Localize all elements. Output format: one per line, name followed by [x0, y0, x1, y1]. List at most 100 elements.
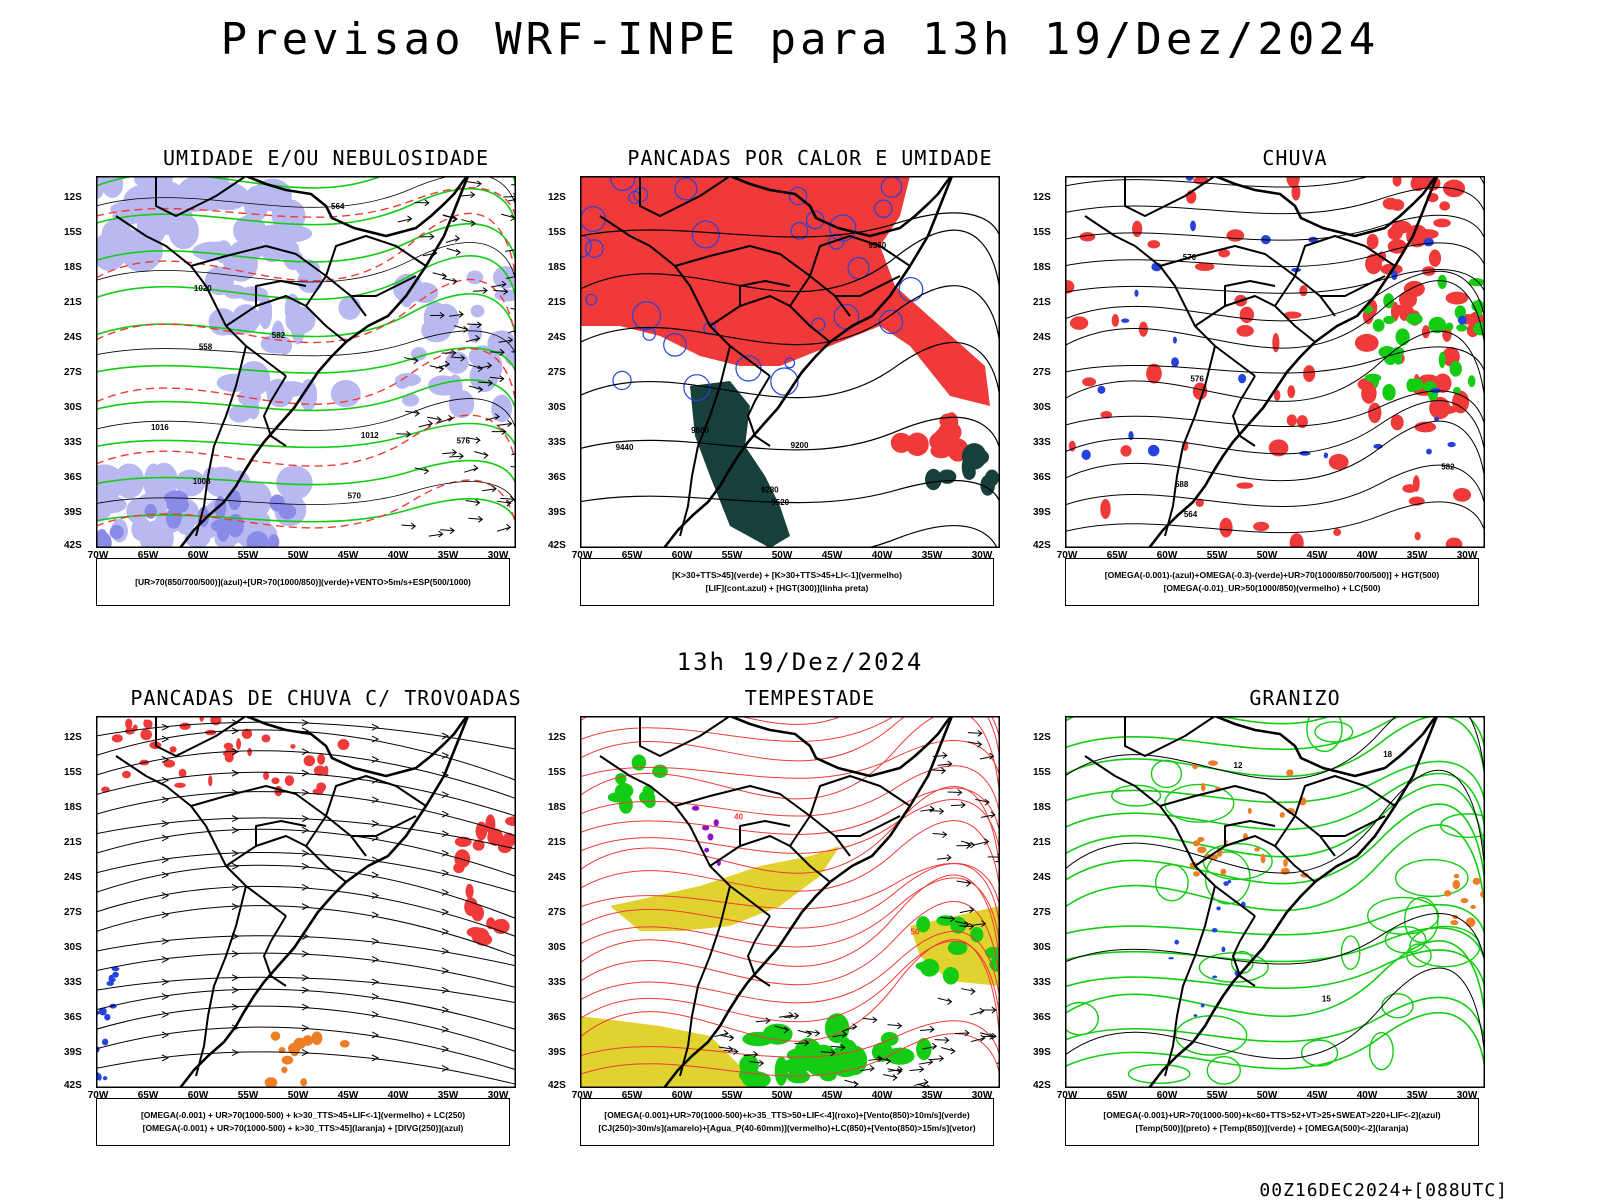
contour-label: 570	[348, 491, 362, 500]
latitude-label: 18S	[548, 802, 566, 813]
latitude-label: 33S	[64, 977, 82, 988]
latitude-label: 33S	[548, 437, 566, 448]
map-canvas: 40 50	[580, 716, 1000, 1088]
latitude-label: 15S	[64, 767, 82, 778]
contour-label: 40	[734, 812, 743, 821]
latitude-label: 15S	[1033, 767, 1051, 778]
latitude-label: 24S	[1033, 872, 1051, 883]
latitude-label: 33S	[1033, 977, 1051, 988]
latitude-label: 24S	[548, 332, 566, 343]
latitude-label: 12S	[1033, 732, 1051, 743]
map-canvas	[96, 716, 516, 1088]
latitude-label: 39S	[548, 1047, 566, 1058]
latitude-label: 15S	[548, 227, 566, 238]
latitude-label: 15S	[64, 227, 82, 238]
latitude-label: 27S	[1033, 907, 1051, 918]
panel-tempestade: TEMPESTADE 40 50 12S 15S 18S 21S 24S 27S 30S 33S 36…	[552, 686, 1052, 1146]
contour-label: 9360	[868, 241, 886, 250]
latitude-label: 42S	[1033, 1080, 1051, 1091]
latitude-label: 30S	[548, 942, 566, 953]
legend-line: [OMEGA(-0.001)+UR>70(1000-500)+k>35_TTS>…	[604, 1109, 969, 1122]
legend-line: [Temp(500)](preto) + [Temp(850)](verde) …	[1136, 1122, 1409, 1135]
latitude-label: 18S	[64, 262, 82, 273]
latitude-label: 27S	[64, 907, 82, 918]
latitude-label: 30S	[1033, 402, 1051, 413]
latitude-label: 15S	[1033, 227, 1051, 238]
contour-label: 564	[1184, 510, 1198, 519]
panel-title: TEMPESTADE	[580, 686, 1040, 710]
latitude-label: 21S	[1033, 837, 1051, 848]
latitude-label: 30S	[548, 402, 566, 413]
contour-label: 12	[1234, 761, 1243, 770]
panel-title: UMIDADE E/OU NEBULOSIDADE	[96, 146, 556, 170]
legend-line: [K>30+TTS>45](verde) + [K>30+TTS>45+LI<-…	[672, 569, 902, 582]
contour-label: 588	[1175, 480, 1189, 489]
latitude-label: 21S	[64, 837, 82, 848]
contour-label: 9520	[771, 498, 789, 507]
legend-line: [LIF](cont.azul) + [HGT(300)](linha pret…	[706, 582, 869, 595]
legend-line: [OMEGA(-0.01)_UR>50(1000/850)(vermelho) …	[1164, 582, 1381, 595]
latitude-label: 27S	[1033, 367, 1051, 378]
latitude-label: 27S	[548, 907, 566, 918]
contour-label: 50	[910, 927, 919, 936]
latitude-label: 39S	[1033, 1047, 1051, 1058]
latitude-label: 21S	[64, 297, 82, 308]
latitude-label: 21S	[548, 297, 566, 308]
latitude-label: 42S	[64, 540, 82, 551]
contour-label: 1016	[151, 423, 169, 432]
latitude-label: 36S	[64, 472, 82, 483]
contour-label: 564	[331, 202, 345, 211]
latitude-label: 24S	[548, 872, 566, 883]
latitude-label: 39S	[64, 507, 82, 518]
map-canvas: 12 15 18	[1065, 716, 1485, 1088]
latitude-label: 36S	[1033, 472, 1051, 483]
contour-label: 9600	[691, 426, 709, 435]
legend-line: [OMEGA(-0.001) + UR>70(1000-500) + k>30_…	[143, 1122, 464, 1135]
latitude-label: 36S	[548, 472, 566, 483]
contour-label: 1008	[193, 477, 211, 486]
latitude-label: 36S	[1033, 1012, 1051, 1023]
legend-line: [OMEGA(-0.001)+UR>70(1000-500)+k<60+TTS>…	[1103, 1109, 1440, 1122]
latitude-label: 33S	[548, 977, 566, 988]
latitude-label: 21S	[1033, 297, 1051, 308]
latitude-label: 15S	[548, 767, 566, 778]
latitude-label: 36S	[64, 1012, 82, 1023]
latitude-label: 18S	[64, 802, 82, 813]
legend-box: [OMEGA(-0.001)+UR>70(1000-500)+k<60+TTS>…	[1065, 1098, 1479, 1146]
legend-box: [OMEGA(-0.001)+UR>70(1000-500)+k>35_TTS>…	[580, 1098, 994, 1146]
latitude-label: 42S	[64, 1080, 82, 1091]
contour-label: 15	[1322, 994, 1331, 1003]
contour-label: 570	[1183, 253, 1197, 262]
latitude-label: 39S	[548, 507, 566, 518]
latitude-label: 42S	[548, 540, 566, 551]
contour-label: 1020	[194, 284, 212, 293]
legend-box: [UR>70(850/700/500)](azul)+[UR>70(1000/8…	[96, 558, 510, 606]
latitude-label: 30S	[1033, 942, 1051, 953]
latitude-label: 12S	[1033, 192, 1051, 203]
contour-label: 9280	[761, 486, 779, 495]
latitude-label: 12S	[64, 192, 82, 203]
contour-label: 582	[1441, 463, 1455, 472]
panel-title: GRANIZO	[1065, 686, 1525, 710]
latitude-label: 42S	[1033, 540, 1051, 551]
latitude-label: 27S	[64, 367, 82, 378]
panel-title: PANCADAS POR CALOR E UMIDADE	[580, 146, 1040, 170]
latitude-label: 18S	[1033, 802, 1051, 813]
latitude-label: 12S	[64, 732, 82, 743]
contour-label: 18	[1383, 750, 1392, 759]
legend-line: [OMEGA(-0.001)-(azul)+OMEGA(-0.3)-(verde…	[1105, 569, 1439, 582]
legend-box: [OMEGA(-0.001) + UR>70(1000-500) + k>30_…	[96, 1098, 510, 1146]
legend-line: [CJ(250)>30m/s](amarelo)+[Agua_P(40-60mm…	[598, 1122, 975, 1135]
